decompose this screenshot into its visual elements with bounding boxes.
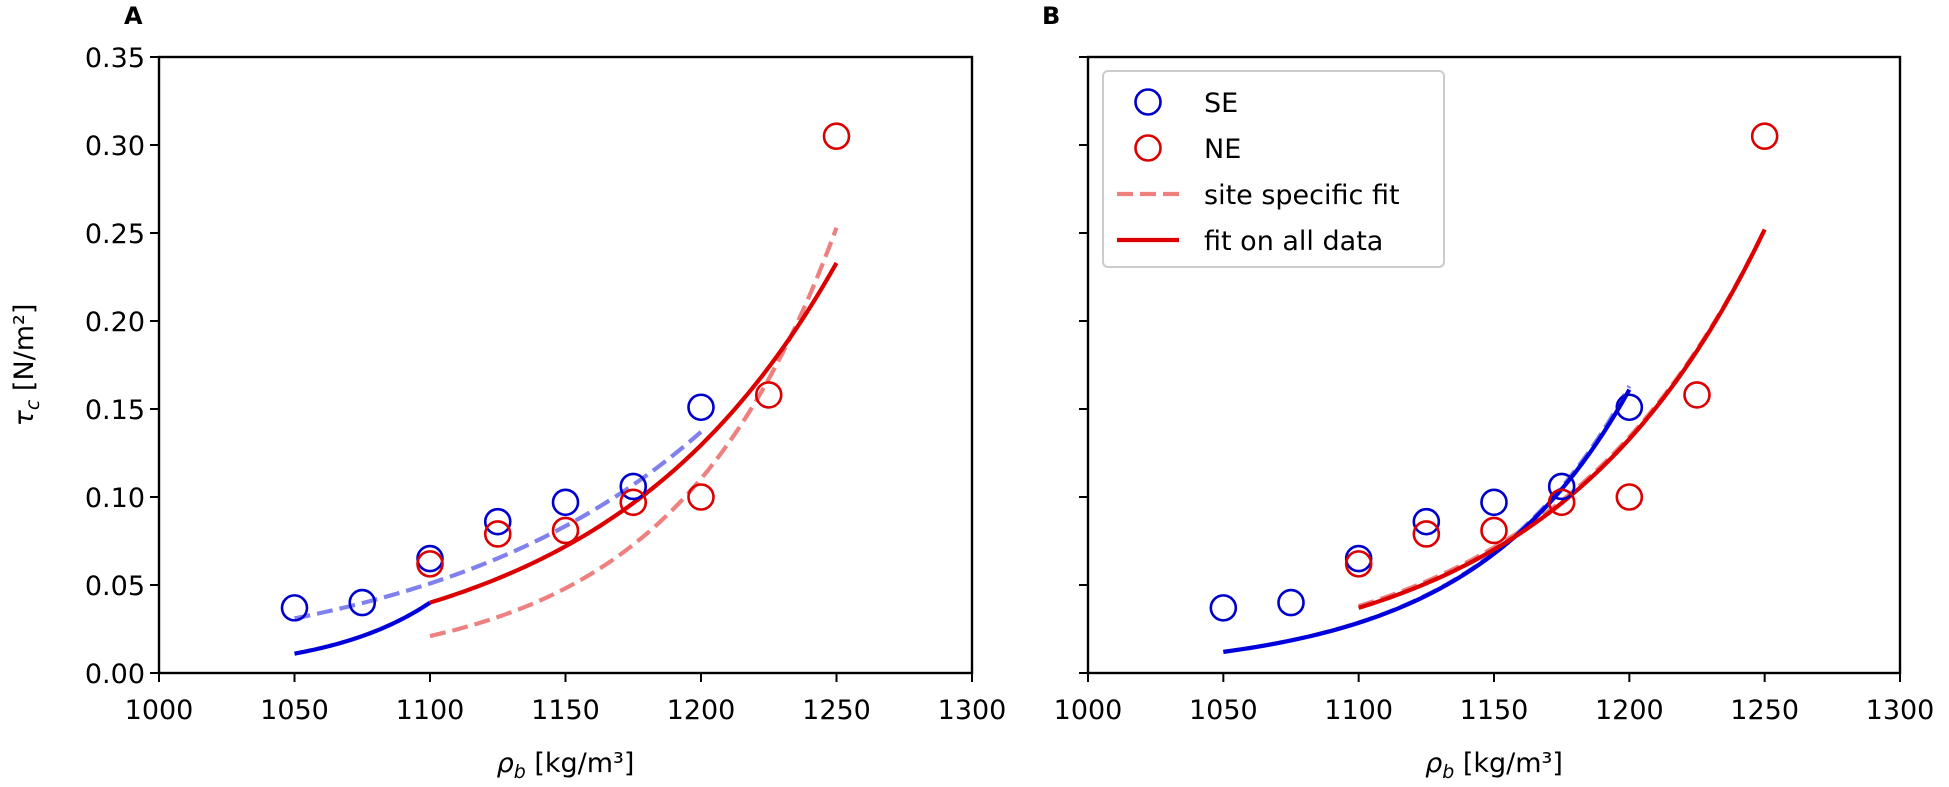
ne-point bbox=[687, 483, 715, 511]
panel-letter: A bbox=[124, 2, 143, 30]
panel-a-chart: A 1000 1050 1100 1150 1200 1250 1300 0.00 0.05 0.1… bbox=[9, 2, 1006, 783]
legend-se-label: SE bbox=[1204, 88, 1238, 119]
ne-point bbox=[1480, 516, 1508, 545]
y-axis-label: τc [N/m²] bbox=[9, 304, 44, 427]
legend-se-marker bbox=[1134, 88, 1162, 116]
x-tick-label: 1150 bbox=[1460, 695, 1529, 726]
x-tick-label: 1100 bbox=[396, 695, 465, 726]
ne-point bbox=[619, 488, 648, 517]
y-tick-label: 0.20 bbox=[85, 307, 145, 338]
ne-point bbox=[1344, 550, 1373, 578]
se-point bbox=[1344, 544, 1373, 573]
x-tick-label: 1250 bbox=[802, 695, 871, 726]
fit-on-all-data-line bbox=[429, 261, 839, 605]
x-tick-label: 1200 bbox=[1595, 695, 1664, 726]
y-tick-label: 0.10 bbox=[85, 483, 145, 514]
x-tick-label: 1000 bbox=[125, 695, 194, 726]
se-point bbox=[619, 472, 648, 501]
x-tick-label: 1050 bbox=[1189, 695, 1258, 726]
x-tick-label: 1300 bbox=[938, 695, 1007, 726]
y-tick-label: 0.25 bbox=[85, 219, 145, 250]
y-tick-label: 0.30 bbox=[85, 131, 145, 162]
se-point bbox=[551, 488, 580, 517]
se-point bbox=[1209, 594, 1238, 622]
panel-b-chart: B 1000 1050 1100 1150 1200 1250 1300 ρb [kg/m³] S… bbox=[1042, 2, 1934, 783]
y-tick-label: 0.15 bbox=[85, 395, 145, 426]
ne-point bbox=[551, 516, 580, 545]
y-tick-label: 0.00 bbox=[85, 659, 145, 690]
ne-point bbox=[1683, 381, 1711, 409]
ne-point bbox=[754, 381, 783, 409]
ne-point bbox=[483, 520, 512, 548]
ne-point bbox=[416, 550, 444, 578]
legend-ne-label: NE bbox=[1204, 134, 1241, 165]
ne-point bbox=[1750, 122, 1779, 150]
se-point bbox=[1277, 588, 1305, 617]
se-point bbox=[280, 594, 309, 622]
se-point bbox=[687, 393, 715, 422]
plot-frame bbox=[157, 55, 974, 675]
ne-point bbox=[1547, 488, 1576, 517]
ne-site-specific-fit-line bbox=[429, 226, 839, 639]
se-point bbox=[416, 544, 444, 573]
legend-site-specific-fit-label: site specific fit bbox=[1204, 180, 1400, 211]
legend-fit-on-all-data-label: fit on all data bbox=[1204, 226, 1383, 257]
se-point bbox=[483, 507, 512, 536]
se-point bbox=[348, 588, 377, 617]
ne-point bbox=[1615, 483, 1644, 511]
x-axis-label: ρb [kg/m³] bbox=[497, 748, 635, 783]
x-tick-label: 1250 bbox=[1730, 695, 1799, 726]
x-tick-label: 1050 bbox=[260, 695, 329, 726]
se-point bbox=[1547, 472, 1576, 501]
x-axis-label: ρb [kg/m³] bbox=[1425, 748, 1563, 783]
legend: SE NE site specific fit fit on all data bbox=[1102, 70, 1445, 268]
ne-fit-on-all-data-line bbox=[1358, 228, 1767, 610]
x-tick-label: 1100 bbox=[1324, 695, 1393, 726]
se-point bbox=[1615, 393, 1644, 422]
x-tick-label: 1300 bbox=[1866, 695, 1935, 726]
se-site-specific-fit-line bbox=[294, 430, 703, 621]
y-tick-label: 0.35 bbox=[85, 43, 145, 74]
x-tick-label: 1150 bbox=[531, 695, 600, 726]
legend-ne-marker bbox=[1134, 134, 1162, 162]
x-tick-label: 1000 bbox=[1054, 695, 1123, 726]
se-point bbox=[1412, 507, 1441, 536]
ne-point bbox=[822, 122, 851, 150]
panel-letter: B bbox=[1042, 2, 1060, 30]
fit-on-all-data-se-range--line bbox=[294, 600, 432, 656]
ne-site-specific-fit-line bbox=[1358, 228, 1767, 609]
se-point bbox=[1480, 488, 1508, 517]
y-tick-label: 0.05 bbox=[85, 571, 145, 602]
ne-point bbox=[1412, 520, 1441, 548]
legend-box bbox=[1102, 70, 1445, 268]
x-tick-label: 1200 bbox=[667, 695, 736, 726]
